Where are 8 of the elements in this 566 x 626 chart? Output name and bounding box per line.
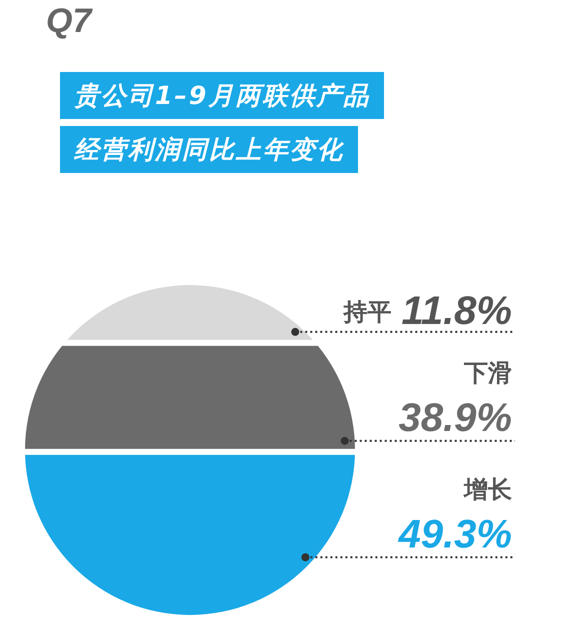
category-label: 持平 — [342, 298, 392, 326]
data-label: 38.9% — [398, 396, 512, 440]
data-label: 49.3% — [398, 512, 512, 556]
text: Q7 — [46, 2, 92, 41]
category-label: 下滑 — [463, 358, 512, 387]
text: 贵公司1–9月两联供产品经营利润同比上年变化 — [60, 72, 384, 173]
category-label: 增长 — [463, 475, 512, 504]
data-label: 11.8% — [402, 288, 512, 333]
